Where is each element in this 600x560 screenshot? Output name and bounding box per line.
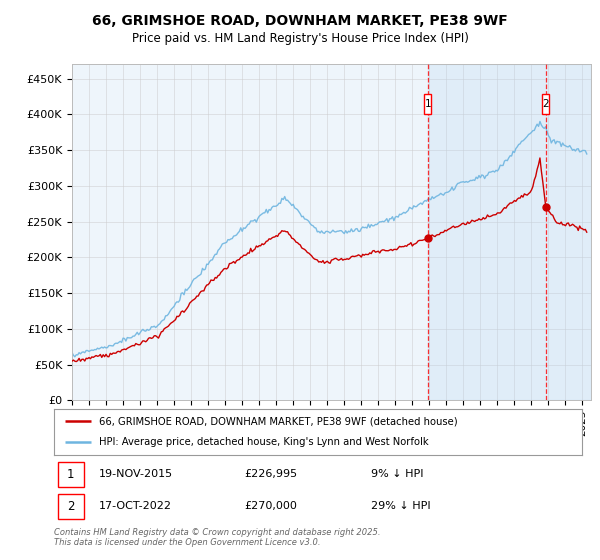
- Bar: [542, 94, 550, 114]
- Text: £226,995: £226,995: [244, 469, 297, 479]
- Bar: [58, 493, 83, 519]
- Text: 2: 2: [67, 500, 74, 512]
- Bar: [428, 64, 591, 400]
- Text: HPI: Average price, detached house, King's Lynn and West Norfolk: HPI: Average price, detached house, King…: [99, 437, 428, 447]
- Text: Contains HM Land Registry data © Crown copyright and database right 2025.
This d: Contains HM Land Registry data © Crown c…: [54, 528, 380, 548]
- Text: 2: 2: [542, 99, 549, 109]
- Text: Price paid vs. HM Land Registry's House Price Index (HPI): Price paid vs. HM Land Registry's House …: [131, 32, 469, 45]
- Text: 9% ↓ HPI: 9% ↓ HPI: [371, 469, 424, 479]
- Text: 17-OCT-2022: 17-OCT-2022: [99, 501, 172, 511]
- Text: 1: 1: [67, 468, 74, 481]
- Text: £270,000: £270,000: [244, 501, 297, 511]
- Text: 66, GRIMSHOE ROAD, DOWNHAM MARKET, PE38 9WF (detached house): 66, GRIMSHOE ROAD, DOWNHAM MARKET, PE38 …: [99, 416, 458, 426]
- Text: 66, GRIMSHOE ROAD, DOWNHAM MARKET, PE38 9WF: 66, GRIMSHOE ROAD, DOWNHAM MARKET, PE38 …: [92, 14, 508, 28]
- Text: 19-NOV-2015: 19-NOV-2015: [99, 469, 173, 479]
- Bar: [424, 94, 431, 114]
- Text: 1: 1: [424, 99, 431, 109]
- Text: 29% ↓ HPI: 29% ↓ HPI: [371, 501, 430, 511]
- Bar: [58, 462, 83, 487]
